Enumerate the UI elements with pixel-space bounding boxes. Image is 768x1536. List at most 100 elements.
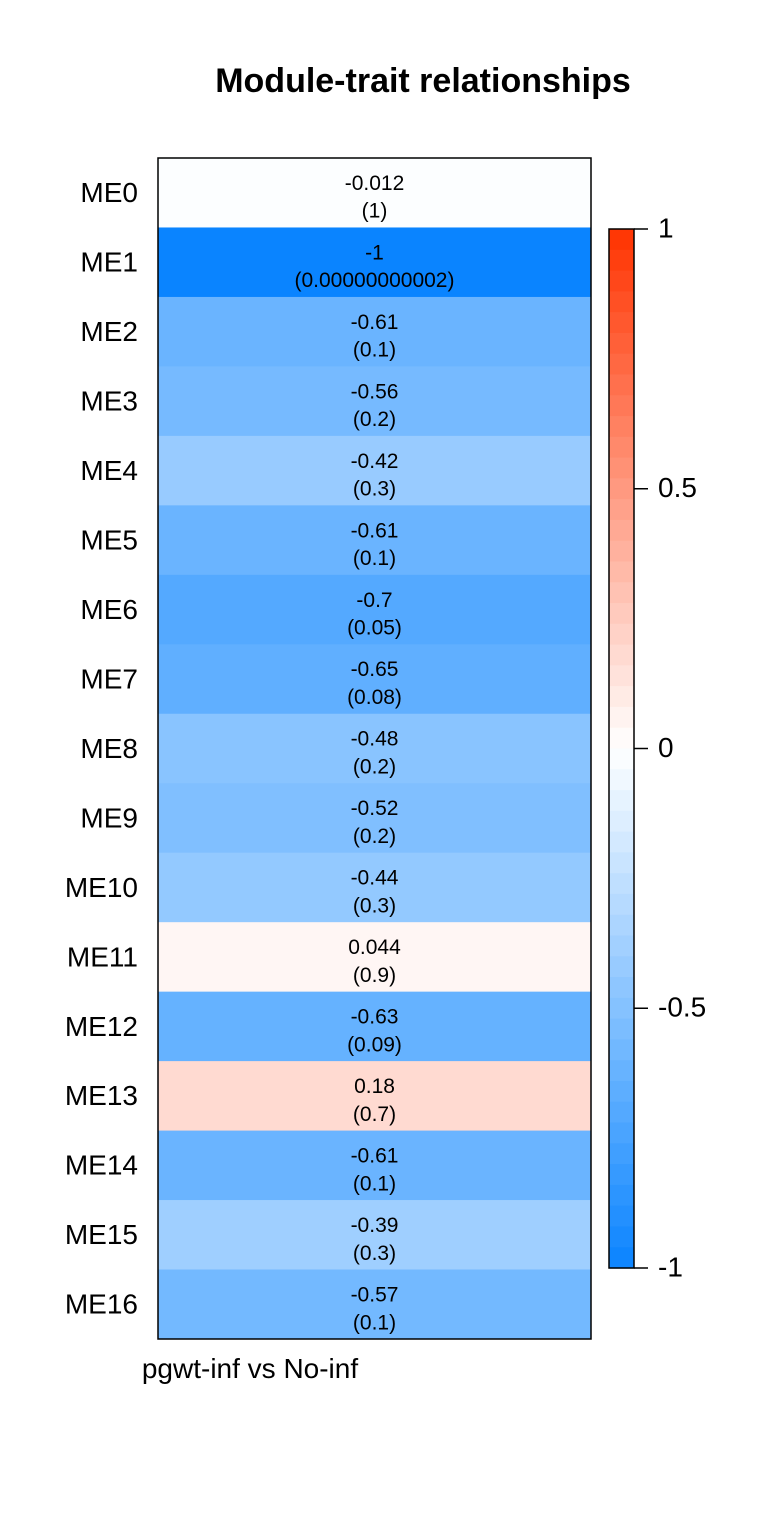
color-legend-segment — [609, 706, 634, 729]
color-legend-segment — [609, 457, 634, 479]
color-legend-segment — [609, 519, 634, 542]
color-legend-tick-label: -1 — [658, 1251, 683, 1282]
row-label: ME15 — [65, 1219, 138, 1250]
heatmap-cell — [158, 366, 591, 437]
color-legend-segment — [609, 665, 634, 687]
color-legend-segment — [609, 644, 634, 666]
row-label: ME1 — [80, 247, 138, 278]
cell-pvalue-label: (0.08) — [347, 686, 402, 709]
color-legend-tick-label: 1 — [658, 212, 674, 243]
cell-pvalue-label: (0.09) — [347, 1033, 402, 1056]
color-legend-segment — [609, 997, 634, 1020]
color-legend-segment — [609, 810, 634, 833]
color-legend-segment — [609, 1122, 634, 1144]
row-label: ME9 — [80, 802, 138, 833]
heatmap-cell — [158, 1200, 591, 1271]
color-legend-tick-label: -0.5 — [658, 992, 706, 1023]
chart-title: Module-trait relationships — [215, 62, 631, 100]
color-legend-segment — [609, 977, 634, 999]
row-label: ME2 — [80, 316, 138, 347]
heatmap-cell — [158, 1269, 591, 1340]
color-legend-segment — [609, 873, 634, 895]
heatmap-cell — [158, 435, 591, 506]
color-legend-segment — [609, 893, 634, 916]
row-label: ME6 — [80, 594, 138, 625]
cell-correlation-label: -0.52 — [351, 797, 399, 820]
cell-correlation-label: -0.61 — [351, 1145, 399, 1168]
row-label: ME10 — [65, 872, 138, 903]
cell-pvalue-label: (0.05) — [347, 617, 402, 640]
color-legend-segment — [609, 332, 634, 355]
color-legend-segment — [609, 249, 634, 272]
color-legend-segment — [609, 1039, 634, 1061]
color-legend-segment — [609, 1060, 634, 1082]
row-label: ME14 — [65, 1150, 138, 1181]
row-label: ME7 — [80, 663, 138, 694]
heatmap-cell — [158, 922, 591, 993]
cell-pvalue-label: (0.3) — [353, 478, 396, 501]
cell-pvalue-label: (0.2) — [353, 755, 396, 778]
heatmap-cell — [158, 1061, 591, 1132]
cell-pvalue-label: (0.9) — [353, 964, 396, 987]
heatmap-cell — [158, 852, 591, 923]
color-legend-segment — [609, 561, 634, 583]
cell-pvalue-label: (0.7) — [353, 1103, 396, 1126]
color-legend-segment — [609, 1247, 634, 1269]
color-legend-segment — [609, 603, 634, 625]
cell-correlation-label: 0.18 — [354, 1075, 395, 1098]
color-legend-segment — [609, 499, 634, 521]
heatmap-cell — [158, 783, 591, 854]
heatmap-cell — [158, 991, 591, 1062]
color-legend-segment — [609, 769, 634, 791]
color-legend-segment — [609, 1226, 634, 1248]
color-legend-segment — [609, 748, 634, 770]
color-legend-segment — [609, 270, 634, 292]
cell-correlation-label: -0.61 — [351, 519, 399, 542]
row-label: ME16 — [65, 1289, 138, 1320]
row-labels: ME0 ME1 ME2 ME3 ME4 ME5 ME6 ME7 ME8 ME9 ME10 ME11 ME… — [65, 177, 138, 1320]
cell-correlation-label: -0.48 — [351, 728, 399, 751]
cell-correlation-label: -0.39 — [351, 1214, 399, 1237]
row-label: ME3 — [80, 386, 138, 417]
color-legend-segment — [609, 353, 634, 376]
color-legend-segment — [609, 686, 634, 708]
heatmap-cell — [158, 227, 591, 298]
cell-pvalue-label: (0.3) — [353, 1242, 396, 1265]
cell-correlation-label: -0.012 — [345, 172, 405, 195]
heatmap-cell — [158, 644, 591, 715]
color-legend-segment — [609, 312, 634, 334]
heatmap-border — [157, 157, 592, 1340]
color-legend-segment — [609, 1080, 634, 1103]
color-legend-segment — [609, 1164, 634, 1186]
cell-correlation-label: -0.56 — [351, 380, 399, 403]
heatmap-cell — [158, 505, 591, 576]
color-legend-segment — [609, 852, 634, 874]
row-label: ME11 — [67, 941, 138, 972]
column-label: pgwt-inf vs No-inf — [142, 1353, 359, 1384]
color-legend-segment — [609, 374, 634, 396]
color-legend-segment — [609, 416, 634, 438]
color-legend-segment — [609, 395, 634, 417]
heatmap-cell — [158, 1130, 591, 1201]
cell-pvalue-label: (0.2) — [353, 825, 396, 848]
row-label: ME12 — [65, 1011, 138, 1042]
color-legend-segment — [609, 540, 634, 563]
row-label: ME0 — [80, 177, 138, 208]
heatmap-cell — [158, 713, 591, 784]
color-legend-segment — [609, 914, 634, 937]
color-legend-segment — [609, 229, 634, 251]
color-legend-segment — [609, 1143, 634, 1165]
cell-correlation-label: -0.57 — [351, 1283, 399, 1306]
cell-correlation-label: 0.044 — [348, 936, 401, 959]
color-legend-segment — [609, 790, 634, 812]
row-label: ME13 — [65, 1080, 138, 1111]
color-legend-segment — [609, 478, 634, 500]
cell-correlation-label: -0.65 — [351, 658, 399, 681]
color-legend-tick-label: 0 — [658, 732, 674, 763]
color-legend-segment — [609, 623, 634, 646]
color-legend-segment — [609, 436, 634, 459]
cell-correlation-label: -0.44 — [351, 867, 399, 890]
color-legend-segment — [609, 291, 634, 313]
row-label: ME4 — [80, 455, 138, 486]
